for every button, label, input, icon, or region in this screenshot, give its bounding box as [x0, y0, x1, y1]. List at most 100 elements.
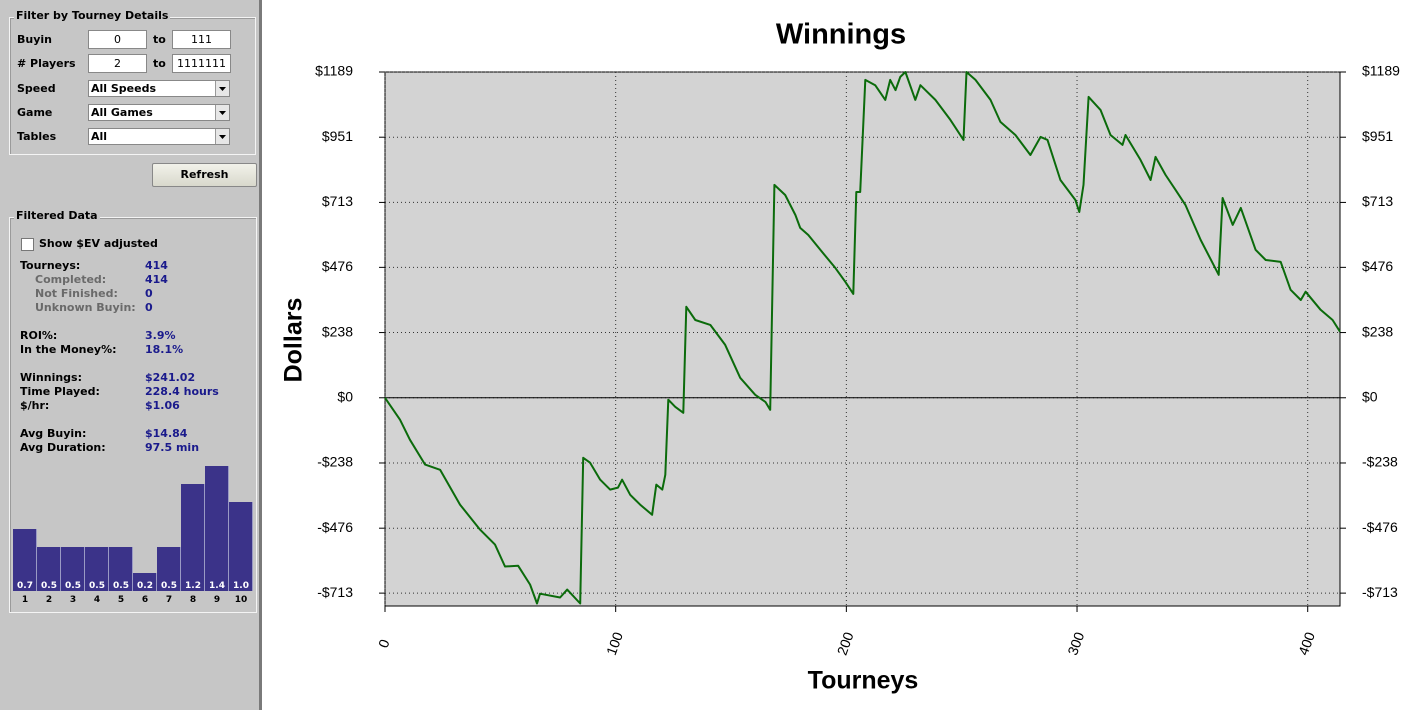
histogram-bar	[13, 528, 37, 591]
y-tick-label: $238	[322, 323, 353, 339]
dropdown-arrow[interactable]	[215, 105, 229, 120]
y-tick-label: $0	[337, 388, 353, 404]
y2-tick-label: $1189	[1362, 63, 1400, 79]
stat-value: $241.02	[145, 371, 196, 384]
filtered-group	[9, 217, 257, 613]
stat-label: Avg Buyin:	[20, 427, 87, 440]
dropdown-value: All	[91, 130, 108, 143]
dropdown[interactable]: All Games	[88, 104, 230, 121]
histogram-bar	[109, 546, 133, 591]
stat-detail-value: 414	[145, 273, 168, 286]
stat-value: $14.84	[145, 427, 188, 440]
checkbox-label[interactable]: Show $EV adjusted	[39, 237, 158, 250]
stat-value: 3.9%	[145, 329, 176, 342]
histogram-bar	[85, 546, 109, 591]
chart-title: Winnings	[776, 19, 906, 51]
field-label: Game	[17, 106, 53, 119]
dropdown-value: All Speeds	[91, 82, 157, 95]
stat-value: 414	[145, 259, 168, 272]
filtered-title: Filtered Data	[14, 209, 100, 222]
x-tick-label: 400	[1295, 630, 1318, 658]
histogram-category: 5	[117, 595, 125, 605]
field-label: Tables	[17, 130, 57, 143]
refresh-button[interactable]: Refresh	[152, 163, 257, 187]
stat-detail-label: Not Finished:	[35, 287, 118, 300]
histogram-value-label: 0.2	[137, 581, 153, 591]
histogram-bar	[37, 546, 61, 591]
histogram-bar	[205, 466, 229, 591]
y-tick-label: $951	[322, 128, 353, 144]
stat-label: ROI%:	[20, 329, 58, 342]
stat-value: 228.4 hours	[145, 385, 219, 398]
dropdown-value: All Games	[91, 106, 153, 119]
y2-tick-label: -$713	[1362, 584, 1398, 600]
stat-value: $1.06	[145, 399, 180, 412]
histogram-category: 2	[45, 595, 53, 605]
y2-tick-label: -$238	[1362, 454, 1398, 470]
stat-value: 97.5 min	[145, 441, 200, 454]
y2-tick-label: $0	[1362, 388, 1378, 404]
histogram-bar	[61, 546, 85, 591]
field-label: # Players	[17, 57, 76, 70]
y-tick-label: -$476	[317, 519, 353, 535]
x-axis-label: Tourneys	[808, 667, 919, 695]
field-label: Buyin	[17, 33, 52, 46]
histogram-category: 3	[69, 595, 77, 605]
x-tick-label: 300	[1064, 630, 1087, 658]
histogram-bar	[133, 573, 157, 591]
histogram-value-label: 0.5	[65, 581, 81, 591]
histogram-value-label: 1.2	[185, 581, 201, 591]
field-label: Speed	[17, 82, 56, 95]
histogram-category: 9	[213, 595, 221, 605]
y-tick-label: $1189	[315, 63, 353, 79]
stat-detail-label: Completed:	[35, 273, 107, 286]
stat-detail-value: 0	[145, 301, 153, 314]
y-axis-label: Dollars	[280, 298, 308, 383]
stat-label: $/hr:	[20, 399, 50, 412]
to-label: to	[153, 57, 166, 70]
histogram-category: 4	[93, 595, 101, 605]
filter-title: Filter by Tourney Details	[14, 9, 171, 22]
y2-tick-label: -$476	[1362, 519, 1398, 535]
histogram-value-label: 0.7	[17, 581, 33, 591]
y-tick-label: $476	[322, 258, 353, 274]
dropdown-arrow[interactable]	[215, 129, 229, 144]
stat-label: Winnings:	[20, 371, 82, 384]
x-tick-label: 200	[834, 630, 857, 658]
histogram-category: 6	[141, 595, 149, 605]
histogram-value-label: 1.4	[209, 581, 225, 591]
histogram-bar	[157, 546, 181, 591]
stat-label: In the Money%:	[20, 343, 117, 356]
histogram-bar	[181, 484, 205, 591]
y2-tick-label: $713	[1362, 193, 1393, 209]
input-to[interactable]: 111	[172, 30, 231, 49]
histogram-value-label: 0.5	[161, 581, 177, 591]
x-tick-label: 0	[375, 637, 393, 650]
input-from[interactable]: 2	[88, 54, 147, 73]
histogram-value-label: 0.5	[113, 581, 129, 591]
histogram-category: 8	[189, 595, 197, 605]
dropdown-arrow[interactable]	[215, 81, 229, 96]
histogram-value-label: 0.5	[41, 581, 57, 591]
histogram-category: 10	[234, 595, 248, 605]
y2-tick-label: $238	[1362, 323, 1393, 339]
y-tick-label: -$713	[317, 584, 353, 600]
stat-detail-value: 0	[145, 287, 153, 300]
stat-value: 18.1%	[145, 343, 184, 356]
y-tick-label: -$238	[317, 454, 353, 470]
input-to[interactable]: 1111111	[172, 54, 231, 73]
input-from[interactable]: 0	[88, 30, 147, 49]
y2-tick-label: $476	[1362, 258, 1393, 274]
stat-detail-label: Unknown Buyin:	[35, 301, 136, 314]
y2-tick-label: $951	[1362, 128, 1393, 144]
y-tick-label: $713	[322, 193, 353, 209]
checkbox[interactable]	[21, 238, 34, 251]
dropdown[interactable]: All Speeds	[88, 80, 230, 97]
sidebar: Filter by Tourney Details Buyin 0 to 111 # Pl…	[0, 0, 262, 710]
histogram-value-label: 0.5	[89, 581, 105, 591]
stat-label: Avg Duration:	[20, 441, 106, 454]
to-label: to	[153, 33, 166, 46]
dropdown[interactable]: All	[88, 128, 230, 145]
